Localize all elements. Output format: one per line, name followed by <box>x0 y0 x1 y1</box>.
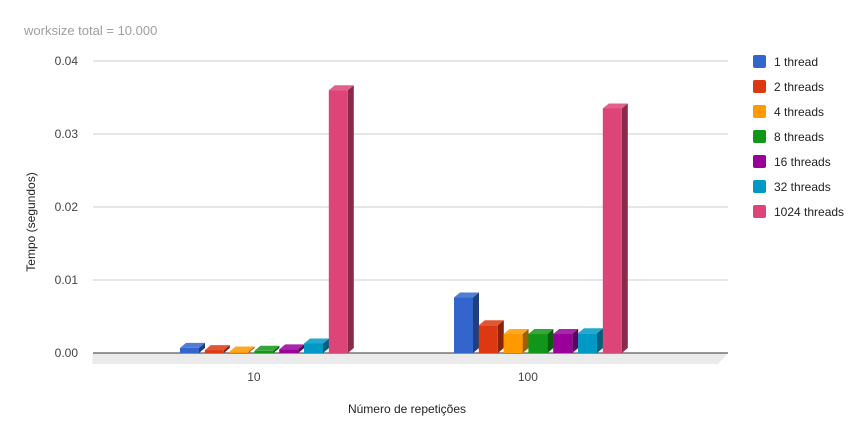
legend-item: 2 threads <box>753 80 824 94</box>
legend-swatch <box>753 80 766 93</box>
bar-front <box>304 343 323 353</box>
legend-label: 16 threads <box>774 155 831 169</box>
legend-item: 1 thread <box>753 55 818 69</box>
bar-front <box>180 347 199 353</box>
bar <box>454 292 479 353</box>
x-axis-ticks: 10 100 <box>247 370 538 384</box>
bar-top <box>503 329 529 335</box>
bar-top <box>279 344 305 350</box>
bar-side <box>597 328 603 353</box>
bar-top <box>304 338 329 344</box>
bar-top <box>602 103 628 109</box>
legend-label: 1024 threads <box>774 205 844 219</box>
bar <box>478 320 504 353</box>
bar-top <box>553 329 579 335</box>
bar-front <box>229 351 249 353</box>
y-tick-label: 0.01 <box>55 273 79 287</box>
y-tick-label: 0.04 <box>55 54 79 68</box>
bar-side <box>273 345 280 353</box>
legend-item: 32 threads <box>753 180 831 194</box>
bar-front <box>528 334 548 353</box>
chart-title: worksize total = 10.000 <box>23 23 157 38</box>
bar-side <box>323 338 329 353</box>
bar <box>553 329 579 353</box>
bar-front <box>503 334 523 353</box>
bar-front <box>578 333 597 353</box>
legend-label: 2 threads <box>774 80 824 94</box>
legend-swatch <box>753 130 766 143</box>
legend-swatch <box>753 205 766 218</box>
legend-swatch <box>753 55 766 68</box>
legend-item: 1024 threads <box>753 205 844 219</box>
y-tick-label: 0.00 <box>55 346 79 360</box>
y-tick-label: 0.03 <box>55 127 79 141</box>
legend-label: 4 threads <box>774 105 824 119</box>
bar-top <box>204 345 230 351</box>
bar-top <box>528 329 554 335</box>
bar-side <box>572 329 579 353</box>
bar-front <box>254 350 274 353</box>
bar <box>602 103 628 353</box>
bar-front <box>478 325 498 353</box>
bar-front <box>454 297 473 353</box>
bar <box>578 328 603 353</box>
x-tick-label: 100 <box>518 370 538 384</box>
legend-swatch <box>753 105 766 118</box>
bar-top <box>254 345 280 351</box>
bar-side <box>347 85 354 353</box>
y-axis-title: Tempo (segundos) <box>24 172 38 271</box>
bar-side <box>199 342 205 353</box>
legend-label: 1 thread <box>774 55 818 69</box>
y-axis-ticks: 0.00 0.01 0.02 0.03 0.04 <box>55 54 79 360</box>
bar-front <box>553 334 573 353</box>
bar-side <box>298 344 305 353</box>
bar <box>503 329 529 353</box>
legend-swatch <box>753 155 766 168</box>
gridlines <box>93 60 728 281</box>
bar-side <box>497 320 504 353</box>
bar-side <box>547 329 554 353</box>
bar-side <box>223 345 230 353</box>
bar <box>229 346 255 353</box>
bar-side <box>522 329 529 353</box>
bar <box>204 345 230 353</box>
bar-top <box>328 85 354 91</box>
legend-swatch <box>753 180 766 193</box>
legend-item: 8 threads <box>753 130 824 144</box>
bar <box>180 342 205 353</box>
legend-item: 16 threads <box>753 155 831 169</box>
bar-top <box>454 292 479 298</box>
x-tick-label: 10 <box>247 370 261 384</box>
bar-side <box>621 103 628 353</box>
floor-plane <box>92 353 728 364</box>
bar-side <box>473 292 479 353</box>
bar-front <box>204 350 224 353</box>
legend-label: 8 threads <box>774 130 824 144</box>
bar <box>279 344 305 353</box>
chart-floor <box>92 352 728 364</box>
bar-top <box>229 346 255 352</box>
bar <box>328 85 354 353</box>
bar-front <box>279 349 299 353</box>
x-axis-title: Número de repetições <box>348 402 466 416</box>
bars <box>180 85 628 353</box>
legend: 1 thread 2 threads 4 threads 8 threads 16 th… <box>753 55 844 219</box>
bar-top <box>478 320 504 326</box>
bar <box>528 329 554 353</box>
bar-top <box>578 328 603 334</box>
legend-label: 32 threads <box>774 180 831 194</box>
bar-front <box>602 108 622 353</box>
bar <box>304 338 329 353</box>
y-tick-label: 0.02 <box>55 200 79 214</box>
bar <box>254 345 280 353</box>
bar-side <box>248 346 255 353</box>
bar-front <box>328 90 348 353</box>
bar-top <box>180 342 205 348</box>
legend-item: 4 threads <box>753 105 824 119</box>
